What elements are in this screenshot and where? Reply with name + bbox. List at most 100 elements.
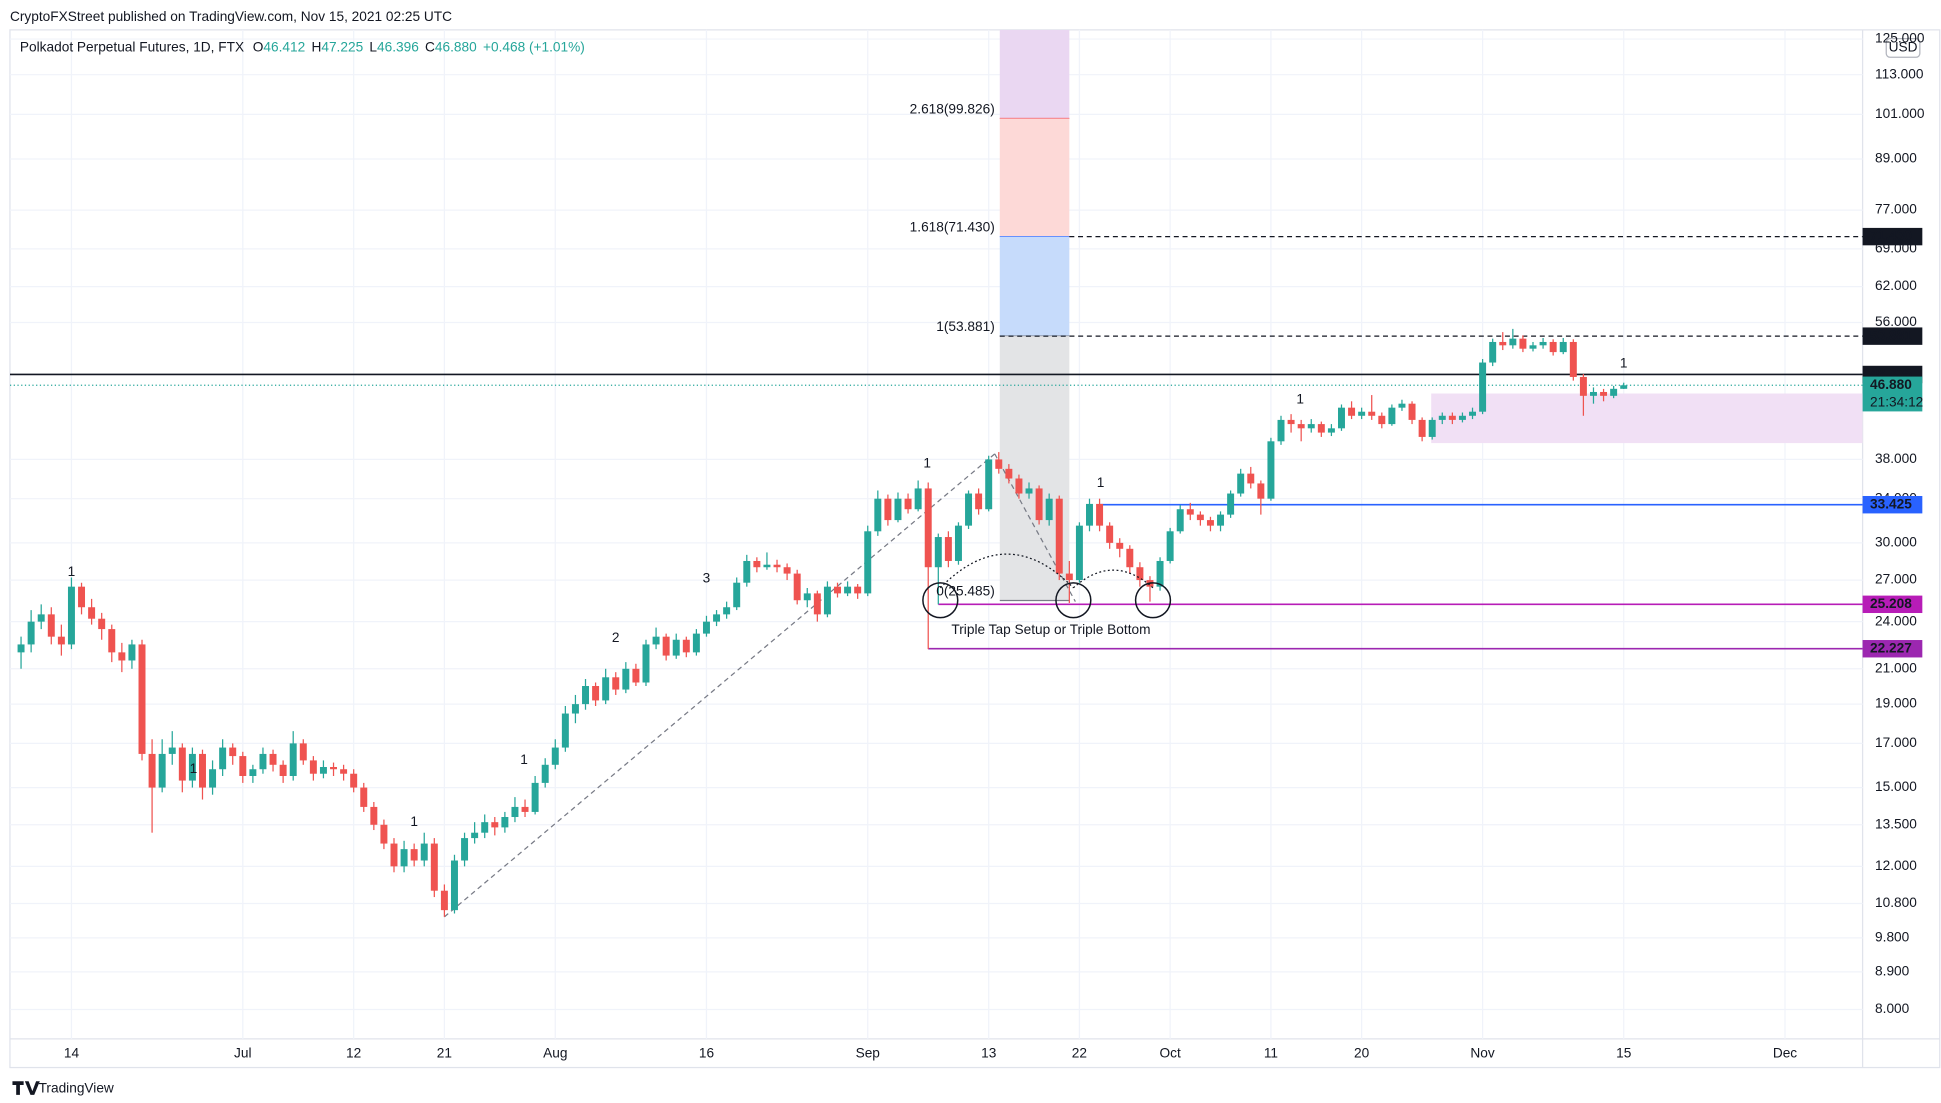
candle-body <box>88 607 96 619</box>
candle-body <box>662 636 670 656</box>
candle-body <box>1509 338 1517 346</box>
candle-body <box>400 849 408 867</box>
candle-body <box>632 668 640 683</box>
candle-body <box>380 824 388 844</box>
candle-body <box>1438 415 1446 420</box>
candle-body <box>531 782 539 812</box>
candle-body <box>249 769 257 776</box>
header-title: CryptoFXStreet published on TradingView.… <box>10 9 452 24</box>
candle-body <box>78 586 86 608</box>
candle-body <box>884 498 892 521</box>
currency-box <box>1885 37 1921 58</box>
y-tick-label: 8.000 <box>1875 1001 1910 1016</box>
y-tick-label: 21.000 <box>1875 660 1917 675</box>
candle-body <box>37 614 45 622</box>
candle-body <box>844 586 852 594</box>
candle-body <box>1005 468 1013 479</box>
countdown: 21:34:12 <box>1870 394 1923 409</box>
candle-body <box>330 767 338 770</box>
x-tick-label: Oct <box>1159 1045 1180 1060</box>
y-tick-label: 15.000 <box>1875 779 1917 794</box>
candle-body <box>1136 567 1144 581</box>
legend-item: 46.412 <box>263 39 305 54</box>
candle-body <box>1297 424 1305 429</box>
candle-body <box>1348 407 1356 416</box>
candle-body <box>924 488 932 568</box>
candle-body <box>1055 498 1063 574</box>
candle-body <box>1176 509 1184 532</box>
candle-body <box>1458 415 1466 420</box>
candle-body <box>1569 341 1577 377</box>
candle-body <box>1237 473 1245 494</box>
fib-label: 0(25.485) <box>936 583 995 598</box>
y-tick-label: 19.000 <box>1875 696 1917 711</box>
currency: USD <box>1889 40 1918 55</box>
price-badge-label: 46.880 <box>1870 377 1912 392</box>
candle-body <box>269 753 277 765</box>
candle-body <box>219 747 227 770</box>
x-tick-label: Jul <box>234 1045 251 1060</box>
candle-body <box>289 743 297 776</box>
candle-body <box>1015 478 1023 494</box>
bottom-circle <box>1134 582 1172 619</box>
td-count: 1 <box>190 761 198 776</box>
candle-body <box>1277 419 1285 442</box>
fib-zone <box>999 118 1070 237</box>
candle-body <box>763 564 771 568</box>
candle-body <box>1307 424 1315 429</box>
candle-body <box>440 890 448 911</box>
candle-body <box>864 531 872 594</box>
candle-body <box>713 614 721 622</box>
candle-body <box>491 822 499 828</box>
x-tick-label: 15 <box>1616 1045 1632 1060</box>
y-tick-label: 89.000 <box>1875 151 1917 166</box>
fib-zone <box>999 236 1070 337</box>
candle-body <box>612 677 620 690</box>
candle-body <box>1106 525 1114 543</box>
price-badge <box>1862 227 1923 246</box>
candle-body <box>1045 498 1053 521</box>
arc <box>1072 569 1154 589</box>
candle-body <box>652 636 660 645</box>
candle-body <box>17 644 25 653</box>
y-tick-label: 38.000 <box>1875 451 1917 466</box>
legend-item: Polkadot Perpetual Futures, 1D, FTX <box>20 39 244 54</box>
candle-body <box>410 849 418 861</box>
candle-body <box>370 806 378 825</box>
y-tick-label: 77.000 <box>1875 202 1917 217</box>
x-tick-label: Dec <box>1773 1045 1797 1060</box>
td-count: 1 <box>1620 356 1628 371</box>
legend-item: 46.396 <box>377 39 419 54</box>
x-tick-label: 12 <box>346 1045 361 1060</box>
candle-body <box>934 537 942 568</box>
annotation: Triple Tap Setup or Triple Bottom <box>951 622 1150 637</box>
candle-body <box>309 760 317 774</box>
candle-body <box>1620 385 1628 389</box>
td-count: 1 <box>410 814 418 829</box>
candle-body <box>1479 362 1487 412</box>
candle-body <box>1418 419 1426 437</box>
brand: TradingView <box>39 1080 114 1095</box>
candle-body <box>199 753 206 788</box>
y-tick-label: 101.000 <box>1875 106 1925 121</box>
candle-body <box>360 787 368 807</box>
candle-body <box>118 652 126 661</box>
candle-body <box>582 686 589 705</box>
price-badge-label: 53.881 <box>1870 328 1912 343</box>
candle-body <box>1368 411 1376 416</box>
candle-body <box>1388 407 1396 425</box>
legend-item: 47.225 <box>321 39 363 54</box>
demand-zone <box>1431 393 1863 444</box>
candle-body <box>1096 503 1104 526</box>
legend-item: H <box>311 39 321 54</box>
price-badge <box>1862 327 1923 345</box>
candle-body <box>1317 424 1325 433</box>
candle-body <box>1287 419 1295 425</box>
candle-body <box>672 639 680 656</box>
y-tick-label: 24.000 <box>1875 613 1917 628</box>
candle-body <box>420 843 428 861</box>
candle-body <box>1408 403 1416 420</box>
y-tick-label: 113.000 <box>1875 66 1924 81</box>
candle-body <box>1519 338 1527 349</box>
price-badge <box>1862 376 1923 412</box>
